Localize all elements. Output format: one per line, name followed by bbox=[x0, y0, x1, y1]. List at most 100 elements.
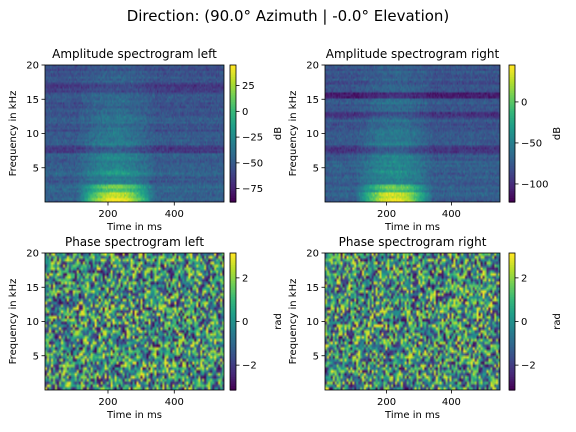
colorbar-segment bbox=[230, 300, 236, 304]
colorbar-segment bbox=[509, 83, 515, 87]
colorbar-segment bbox=[509, 133, 515, 137]
colorbar-segment bbox=[509, 76, 515, 80]
colorbar-segment bbox=[509, 353, 515, 357]
colorbar-segment bbox=[230, 108, 236, 112]
colorbar-segment bbox=[230, 90, 236, 93]
colorbar-segment bbox=[509, 369, 515, 373]
colorbar-segment bbox=[230, 147, 236, 151]
heatmap-image bbox=[325, 65, 500, 202]
x-tick-label: 400 bbox=[442, 209, 461, 220]
colorbar-segment bbox=[230, 163, 236, 167]
colorbar-tick-label: −50 bbox=[521, 138, 542, 149]
colorbar-segment bbox=[230, 85, 236, 89]
colorbar-segment bbox=[509, 92, 515, 96]
colorbar-segment bbox=[230, 387, 236, 391]
colorbar-segment bbox=[509, 387, 515, 391]
colorbar-segment bbox=[509, 103, 515, 107]
colorbar-segment bbox=[509, 294, 515, 297]
colorbar-segment bbox=[230, 278, 236, 281]
colorbar-segment bbox=[230, 195, 236, 199]
colorbar-segment bbox=[230, 287, 236, 291]
colorbar-segment bbox=[509, 262, 515, 266]
colorbar-segment bbox=[230, 131, 236, 135]
colorbar-segment bbox=[230, 266, 236, 270]
colorbar-segment bbox=[230, 156, 236, 160]
colorbar-tick-label: 0 bbox=[242, 107, 248, 118]
colorbar-segment bbox=[509, 199, 515, 203]
colorbar-segment bbox=[230, 179, 236, 183]
colorbar-segment bbox=[509, 163, 515, 167]
colorbar-segment bbox=[509, 138, 515, 141]
colorbar-segment bbox=[509, 268, 515, 272]
colorbar-segment bbox=[230, 348, 236, 352]
y-tick-label: 20 bbox=[306, 249, 319, 260]
heatmap-image bbox=[45, 65, 224, 202]
colorbar-segment bbox=[230, 128, 236, 132]
colorbar-segment bbox=[509, 348, 515, 352]
colorbar-segment bbox=[230, 364, 236, 368]
colorbar-tick-label: 0 bbox=[242, 317, 248, 328]
colorbar-segment bbox=[230, 316, 236, 320]
y-tick-label: 15 bbox=[306, 95, 319, 106]
colorbar-segment bbox=[230, 376, 236, 380]
colorbar-segment bbox=[230, 117, 236, 121]
colorbar-segment bbox=[230, 296, 236, 300]
colorbar-segment bbox=[509, 266, 515, 270]
colorbar-segment bbox=[230, 151, 236, 155]
colorbar-segment bbox=[509, 122, 515, 125]
colorbar-segment bbox=[509, 65, 515, 68]
colorbar-segment bbox=[230, 303, 236, 307]
y-tick-label: 5 bbox=[33, 163, 39, 174]
colorbar-segment bbox=[230, 112, 236, 116]
colorbar-segment bbox=[509, 255, 515, 259]
colorbar-segment bbox=[509, 74, 515, 78]
colorbar-segment bbox=[230, 371, 236, 375]
x-tick-label: 200 bbox=[377, 397, 396, 408]
colorbar-segment bbox=[509, 383, 515, 387]
y-tick-label: 15 bbox=[26, 283, 39, 294]
colorbar-segment bbox=[230, 144, 236, 148]
colorbar-segment bbox=[509, 135, 515, 139]
colorbar-segment bbox=[509, 186, 515, 189]
colorbar-segment bbox=[509, 112, 515, 116]
colorbar-segment bbox=[509, 154, 515, 157]
colorbar-segment bbox=[509, 367, 515, 371]
colorbar-segment bbox=[509, 108, 515, 112]
colorbar-segment bbox=[230, 360, 236, 364]
colorbar-segment bbox=[509, 181, 515, 185]
colorbar-segment bbox=[230, 362, 236, 366]
colorbar-segment bbox=[509, 298, 515, 302]
colorbar-segment bbox=[509, 85, 515, 89]
colorbar-segment bbox=[509, 67, 515, 71]
colorbar-segment bbox=[509, 110, 515, 114]
colorbar-segment bbox=[230, 172, 236, 176]
colorbar-segment bbox=[230, 353, 236, 357]
colorbar-segment bbox=[509, 119, 515, 123]
colorbar-segment bbox=[509, 330, 515, 334]
colorbar-segment bbox=[509, 126, 515, 130]
colorbar-label: rad bbox=[273, 313, 284, 330]
y-axis-label: Frequency in kHz bbox=[288, 91, 299, 177]
colorbar-segment bbox=[230, 253, 236, 256]
colorbar-segment bbox=[230, 257, 236, 261]
colorbar-segment bbox=[509, 316, 515, 320]
colorbar-segment bbox=[509, 339, 515, 343]
colorbar-segment bbox=[509, 78, 515, 82]
colorbar-segment bbox=[230, 383, 236, 387]
colorbar-segment bbox=[230, 101, 236, 105]
colorbar-segment bbox=[509, 273, 515, 277]
colorbar-segment bbox=[509, 142, 515, 146]
colorbar-segment bbox=[509, 264, 515, 268]
y-tick-label: 10 bbox=[306, 129, 319, 140]
colorbar-segment bbox=[509, 94, 515, 98]
colorbar-segment bbox=[230, 374, 236, 377]
colorbar-segment bbox=[509, 321, 515, 325]
colorbar-segment bbox=[230, 158, 236, 162]
colorbar-segment bbox=[509, 346, 515, 350]
colorbar-segment bbox=[509, 289, 515, 293]
colorbar-tick-label: 2 bbox=[521, 273, 527, 284]
colorbar-segment bbox=[230, 342, 236, 345]
colorbar-segment bbox=[230, 76, 236, 80]
colorbar-segment bbox=[230, 319, 236, 323]
colorbar-segment bbox=[230, 337, 236, 341]
